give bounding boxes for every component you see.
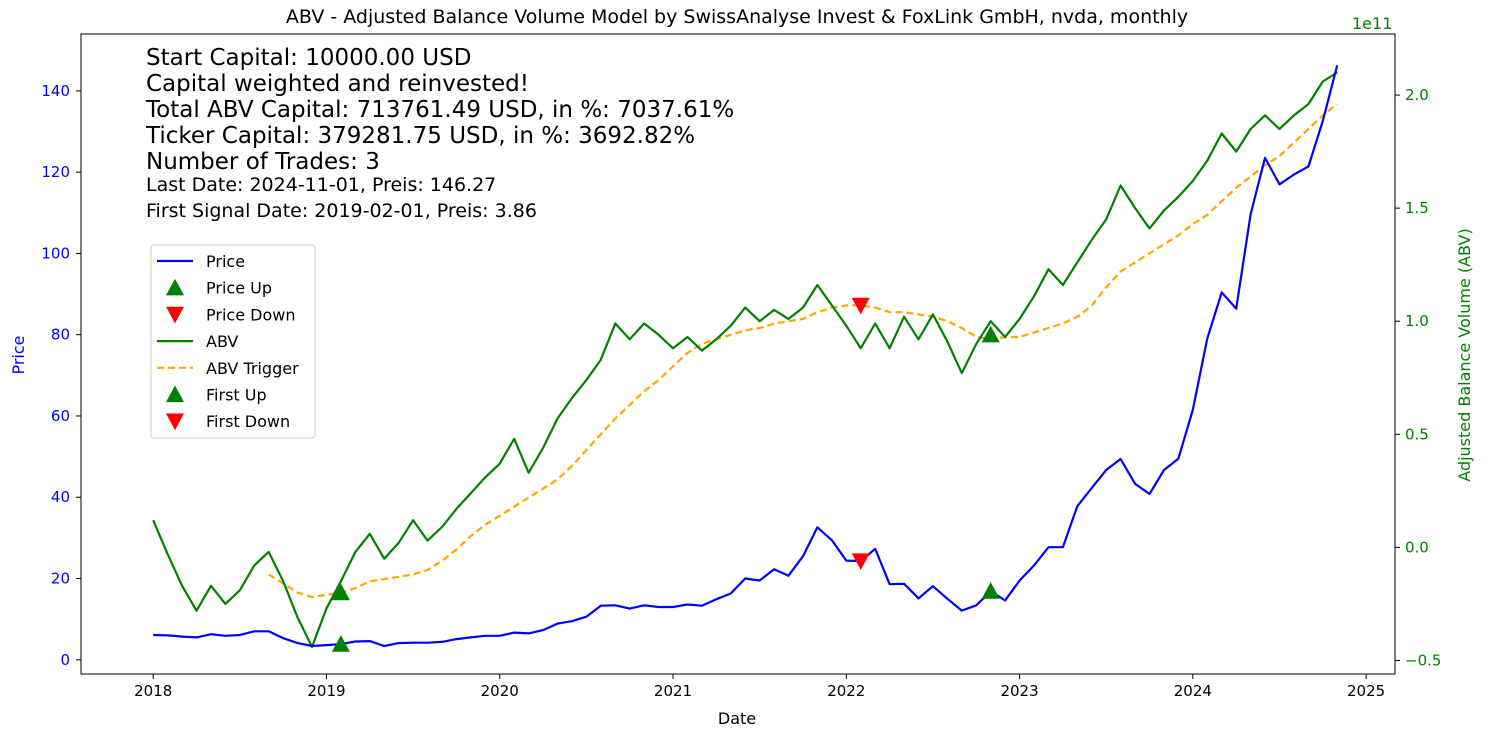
legend-item: ABV — [157, 332, 238, 351]
legend-triangle-up-icon — [166, 278, 184, 296]
legend-item: Price Up — [166, 278, 272, 298]
info-line-small: Last Date: 2024-11-01, Preis: 146.27 — [146, 174, 496, 196]
legend-label: Price Down — [206, 305, 295, 324]
left-tick-label: 100 — [41, 244, 70, 262]
x-axis-label: Date — [718, 709, 756, 728]
signal-up-marker — [331, 583, 350, 601]
legend-item: ABV Trigger — [157, 359, 299, 378]
legend-label: Price — [206, 252, 245, 271]
info-line: Start Capital: 10000.00 USD — [146, 45, 471, 71]
legend-label: Price Up — [206, 279, 272, 298]
x-tick-label: 2020 — [481, 682, 519, 700]
right-axis-multiplier: 1e11 — [1352, 14, 1392, 33]
left-tick-label: 80 — [51, 326, 70, 344]
legend-item: First Down — [166, 412, 290, 431]
info-line-small: First Signal Date: 2019-02-01, Preis: 3.… — [146, 200, 537, 222]
signal-up-marker — [331, 635, 350, 652]
legend-label: ABV Trigger — [206, 359, 299, 378]
right-tick-label: 0.5 — [1405, 425, 1429, 443]
legend-triangle-up-icon — [166, 385, 184, 403]
legend-triangle-down-icon — [166, 413, 184, 431]
left-tick-label: 60 — [51, 407, 70, 425]
right-tick-label: 0.0 — [1405, 538, 1429, 556]
left-tick-label: 0 — [60, 651, 70, 669]
signal-up-marker — [981, 325, 1000, 343]
x-tick-label: 2025 — [1347, 682, 1385, 700]
x-tick-label: 2023 — [1000, 682, 1038, 700]
signal-up-marker — [981, 582, 1000, 599]
x-tick-label: 2019 — [307, 682, 345, 700]
legend-label: ABV — [206, 332, 238, 351]
right-tick-label: 1.5 — [1405, 199, 1429, 217]
signal-down-marker — [851, 553, 870, 571]
info-line: Total ABV Capital: 713761.49 USD, in %: … — [145, 97, 734, 123]
x-tick-label: 2018 — [134, 682, 172, 700]
info-line: Capital weighted and reinvested! — [146, 71, 529, 97]
legend-box — [150, 244, 316, 439]
legend-item: Price Down — [166, 305, 295, 324]
chart-title: ABV - Adjusted Balance Volume Model by S… — [286, 6, 1188, 28]
left-tick-label: 120 — [41, 163, 70, 181]
legend: Price Price Up Price Down ABV ABV Trigger Fir… — [150, 244, 316, 439]
price-line — [153, 65, 1339, 648]
right-tick-label: 2.0 — [1405, 86, 1429, 104]
legend-item: First Up — [166, 385, 267, 405]
left-tick-label: 40 — [51, 488, 70, 506]
abv-line — [152, 71, 1338, 648]
info-line: Number of Trades: 3 — [146, 149, 380, 175]
legend-label: First Up — [206, 386, 267, 405]
info-line: Ticker Capital: 379281.75 USD, in %: 369… — [145, 123, 695, 149]
left-tick-label: 20 — [51, 570, 70, 588]
legend-triangle-down-icon — [166, 306, 184, 324]
left-axis-label: Price — [9, 335, 28, 374]
right-tick-label: 1.0 — [1405, 312, 1429, 330]
legend-item: Price — [157, 252, 245, 271]
plot-frame — [80, 33, 1396, 675]
x-tick-label: 2021 — [654, 682, 692, 700]
left-tick-label: 140 — [41, 82, 70, 100]
signal-down-marker — [851, 297, 870, 315]
x-tick-label: 2024 — [1174, 682, 1212, 700]
x-tick-label: 2022 — [827, 682, 865, 700]
right-tick-label: −0.5 — [1405, 651, 1441, 669]
abv-trigger-line — [268, 103, 1338, 599]
right-axis-label: Adjusted Balance Volume (ABV) — [1455, 228, 1474, 481]
legend-label: First Down — [206, 412, 290, 431]
